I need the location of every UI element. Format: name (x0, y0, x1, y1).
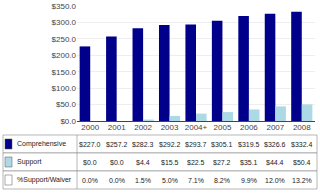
svg-text:%Support/Waiver: %Support/Waiver (17, 176, 72, 184)
svg-text:1.5%: 1.5% (135, 177, 151, 184)
svg-text:$44.4: $44.4 (266, 159, 284, 166)
svg-text:8.2%: 8.2% (214, 177, 230, 184)
svg-text:$227.0: $227.0 (79, 141, 101, 148)
svg-text:2004+: 2004+ (185, 123, 208, 132)
svg-text:9.9%: 9.9% (241, 177, 257, 184)
svg-text:2005: 2005 (214, 123, 232, 132)
svg-text:$282.3: $282.3 (132, 141, 154, 148)
svg-text:$200.0: $200.0 (52, 51, 77, 60)
svg-text:2001: 2001 (108, 123, 126, 132)
svg-text:$300.0: $300.0 (52, 18, 77, 27)
svg-text:0.0%: 0.0% (82, 177, 98, 184)
svg-text:$0.0: $0.0 (83, 159, 97, 166)
svg-text:2000: 2000 (81, 123, 99, 132)
svg-text:$4.4: $4.4 (136, 159, 150, 166)
svg-text:$350.0: $350.0 (52, 2, 77, 11)
svg-text:$326.6: $326.6 (264, 141, 286, 148)
svg-text:2008: 2008 (293, 123, 311, 132)
svg-text:12.0%: 12.0% (265, 177, 285, 184)
svg-text:$50.4: $50.4 (293, 159, 311, 166)
svg-text:$50.0: $50.0 (56, 100, 77, 109)
svg-text:Comprehensive: Comprehensive (17, 140, 66, 148)
svg-text:$319.5: $319.5 (238, 141, 260, 148)
svg-text:$305.1: $305.1 (211, 141, 233, 148)
svg-text:2006: 2006 (240, 123, 258, 132)
svg-text:$0.0: $0.0 (110, 159, 124, 166)
svg-text:7.1%: 7.1% (188, 177, 204, 184)
svg-text:2003: 2003 (161, 123, 179, 132)
svg-text:$100.0: $100.0 (52, 84, 77, 93)
svg-text:$15.5: $15.5 (161, 159, 179, 166)
svg-text:0.0%: 0.0% (109, 177, 125, 184)
svg-text:Support: Support (17, 158, 42, 166)
svg-text:$292.2: $292.2 (159, 141, 181, 148)
svg-text:$250.0: $250.0 (52, 35, 77, 44)
svg-text:5.0%: 5.0% (162, 177, 178, 184)
svg-text:$293.7: $293.7 (185, 141, 207, 148)
svg-text:$27.2: $27.2 (213, 159, 231, 166)
svg-text:13.2%: 13.2% (292, 177, 312, 184)
svg-text:$257.2: $257.2 (106, 141, 128, 148)
svg-text:$332.4: $332.4 (291, 141, 313, 148)
svg-text:$0.0: $0.0 (60, 117, 76, 126)
svg-text:$35.1: $35.1 (240, 159, 258, 166)
svg-text:2007: 2007 (266, 123, 284, 132)
svg-text:2002: 2002 (134, 123, 152, 132)
svg-text:$22.5: $22.5 (187, 159, 205, 166)
svg-text:$150.0: $150.0 (52, 68, 77, 77)
